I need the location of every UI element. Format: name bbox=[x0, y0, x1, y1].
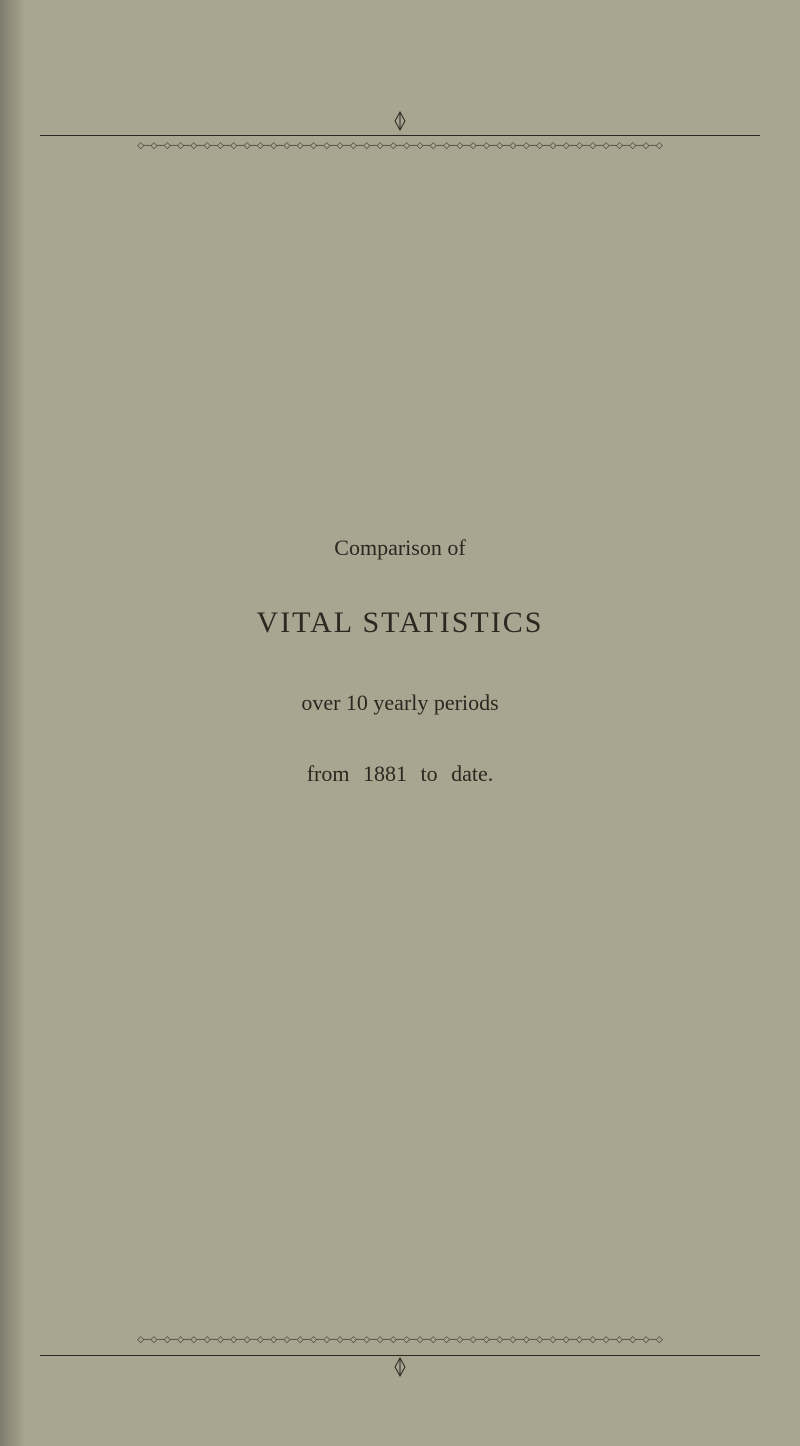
subtitle-line-4: from 1881 to date. bbox=[0, 761, 800, 787]
document-page: ◇─◇─◇─◇─◇─◇─◇─◇─◇─◇─◇─◇─◇─◇─◇─◇─◇─◇─◇─◇─… bbox=[0, 0, 800, 1446]
main-content: Comparison of VITAL STATISTICS over 10 y… bbox=[0, 535, 800, 787]
top-horizontal-rule bbox=[40, 135, 760, 136]
main-title: VITAL STATISTICS bbox=[0, 606, 800, 640]
bottom-diamond-border: ◇─◇─◇─◇─◇─◇─◇─◇─◇─◇─◇─◇─◇─◇─◇─◇─◇─◇─◇─◇─… bbox=[40, 1334, 760, 1344]
subtitle-line-3: over 10 yearly periods bbox=[0, 690, 800, 716]
subtitle-line-1: Comparison of bbox=[0, 535, 800, 561]
bottom-ornament-icon bbox=[392, 1356, 408, 1384]
top-ornament-icon bbox=[392, 110, 408, 138]
top-diamond-border: ◇─◇─◇─◇─◇─◇─◇─◇─◇─◇─◇─◇─◇─◇─◇─◇─◇─◇─◇─◇─… bbox=[40, 140, 760, 150]
